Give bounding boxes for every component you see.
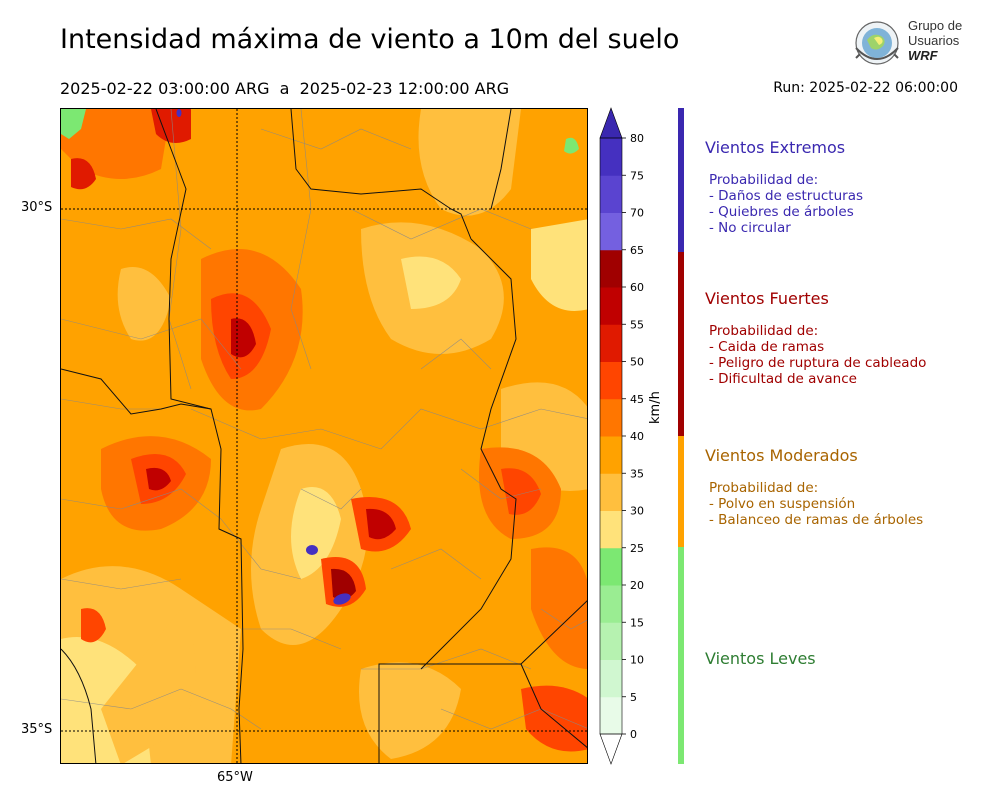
- colorbar-tick-label: 25: [630, 542, 644, 555]
- colorbar-segment: [600, 138, 622, 176]
- colorbar-segment: [600, 622, 622, 660]
- colorbar-unit-label: km/h: [648, 391, 663, 424]
- category-strong-line: - Peligro de ruptura de cableado: [709, 355, 927, 371]
- category-strong: Vientos Fuertes Probabilidad de: - Caida…: [705, 289, 926, 387]
- colorbar-tick-label: 10: [630, 654, 644, 667]
- category-extreme-line: - Quiebres de árboles: [709, 204, 854, 220]
- category-moderate: Vientos Moderados Probabilidad de: - Pol…: [705, 446, 923, 528]
- category-extreme-line: - No circular: [709, 220, 791, 236]
- page-title: Intensidad máxima de viento a 10m del su…: [60, 24, 680, 55]
- colorbar-segment: [600, 361, 622, 400]
- wrf-users-logo: Grupo de Usuarios WRF: [850, 18, 970, 70]
- colorbar-segment: [600, 473, 622, 511]
- category-bar-extreme: [678, 108, 684, 252]
- colorbar-segment: [600, 398, 622, 437]
- colorbar-extend-max: [599, 107, 623, 139]
- logo-line-1: Grupo de: [908, 18, 963, 33]
- run-time: Run: 2025-02-22 06:00:00: [773, 80, 958, 96]
- category-strong-line: - Dificultad de avance: [709, 371, 857, 387]
- colorbar-tick-label: 60: [630, 281, 644, 294]
- category-extreme-line: - Daños de estructuras: [709, 188, 864, 204]
- colorbar-segment: [600, 659, 622, 698]
- colorbar-extend-min: [599, 733, 623, 765]
- colorbar-tick-label: 65: [630, 244, 644, 257]
- colorbar-segment: [600, 249, 622, 288]
- colorbar-tick-label: 45: [630, 393, 644, 406]
- colorbar-segment: [600, 510, 622, 549]
- colorbar-tick-label: 5: [630, 691, 637, 704]
- lat-label-35s: 35°S: [21, 722, 53, 737]
- colorbar-tick-label: 55: [630, 318, 644, 331]
- colorbar-tick-label: 0: [630, 728, 637, 741]
- colorbar-tick-label: 15: [630, 616, 644, 629]
- colorbar-tick-label: 75: [630, 169, 644, 182]
- colorbar-tick-label: 35: [630, 467, 644, 480]
- lat-label-30s: 30°S: [21, 200, 53, 215]
- colorbar-tick-label: 30: [630, 505, 644, 518]
- colorbar-segment: [600, 287, 622, 325]
- globe-icon: [855, 21, 899, 65]
- colorbar-tick-label: 40: [630, 430, 644, 443]
- forecast-period: 2025-02-22 03:00:00 ARG a 2025-02-23 12:…: [60, 79, 510, 98]
- category-extreme-title: Vientos Extremos: [705, 138, 846, 157]
- wind-field: [61, 109, 587, 763]
- category-moderate-line: - Polvo en suspensión: [709, 496, 856, 512]
- logo-line-3: WRF: [908, 48, 938, 63]
- category-strong-line: - Caida de ramas: [709, 339, 825, 355]
- category-strong-line: Probabilidad de:: [709, 323, 819, 339]
- colorbar-segment: [600, 175, 622, 213]
- colorbar-segment: [600, 324, 622, 362]
- colorbar: 0 5 10 15 20 25 30 35 40 45 50 55 60 65 70 75 80: [596, 104, 666, 770]
- colorbar-segment: [600, 212, 622, 251]
- category-extreme-line: Probabilidad de:: [709, 172, 819, 188]
- colorbar-segment: [600, 436, 622, 474]
- category-moderate-line: Probabilidad de:: [709, 480, 819, 496]
- category-extreme: Vientos Extremos Probabilidad de: - Daño…: [705, 138, 863, 236]
- lon-label-65w: 65°W: [217, 770, 253, 785]
- category-bar-strong: [678, 252, 684, 436]
- category-moderate-line: - Balanceo de ramas de árboles: [709, 512, 924, 528]
- category-bar-light: [678, 547, 684, 764]
- category-light: Vientos Leves: [705, 649, 816, 668]
- colorbar-tick-label: 70: [630, 207, 644, 220]
- category-light-title: Vientos Leves: [705, 649, 816, 668]
- colorbar-segment: [600, 585, 622, 623]
- logo-line-2: Usuarios: [908, 33, 960, 48]
- category-moderate-title: Vientos Moderados: [705, 446, 858, 465]
- colorbar-segment: [600, 696, 622, 735]
- category-bar-moderate: [678, 436, 684, 547]
- colorbar-tick-label: 80: [630, 132, 644, 145]
- colorbar-tick-label: 50: [630, 356, 644, 369]
- colorbar-scale: 0 5 10 15 20 25 30 35 40 45 50 55 60 65 70 75 80: [599, 107, 644, 765]
- colorbar-tick-label: 20: [630, 579, 644, 592]
- category-strong-title: Vientos Fuertes: [705, 289, 829, 308]
- wind-map: [60, 108, 588, 764]
- colorbar-segment: [600, 547, 622, 586]
